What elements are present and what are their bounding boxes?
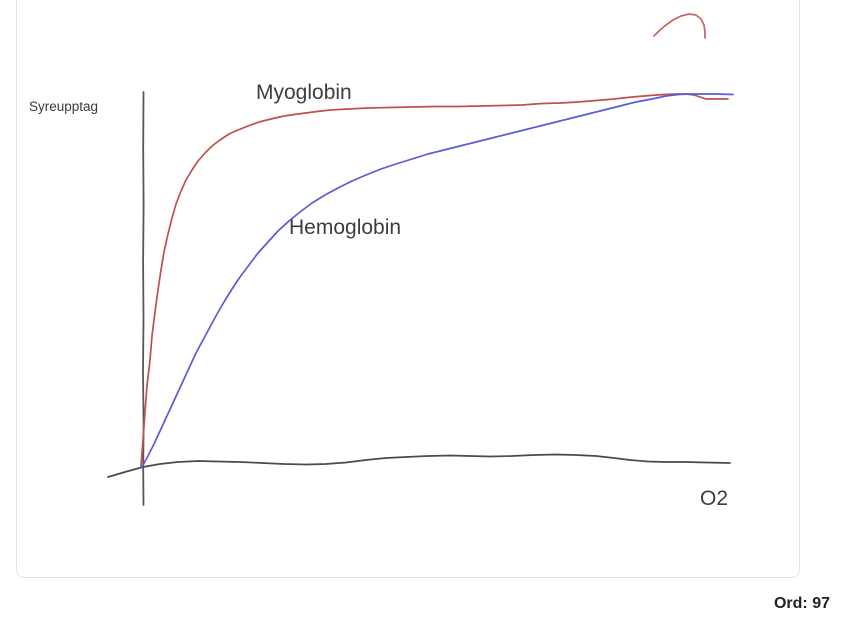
y-axis-label: Syreupptag [29, 99, 99, 114]
x-axis-label: O2 [700, 487, 729, 510]
x-axis-line [107, 453, 731, 478]
series-hemoglobin-curve [141, 93, 734, 468]
series-myoglobin-curve [140, 93, 729, 467]
word-count-label: Ord: 97 [773, 595, 830, 612]
series-label-myoglobin: Myoglobin [256, 81, 352, 104]
y-axis-line [142, 91, 145, 506]
stray-arc-mark [653, 13, 706, 39]
series-label-hemoglobin: Hemoglobin [289, 216, 402, 239]
hand-drawn-chart [107, 13, 734, 506]
